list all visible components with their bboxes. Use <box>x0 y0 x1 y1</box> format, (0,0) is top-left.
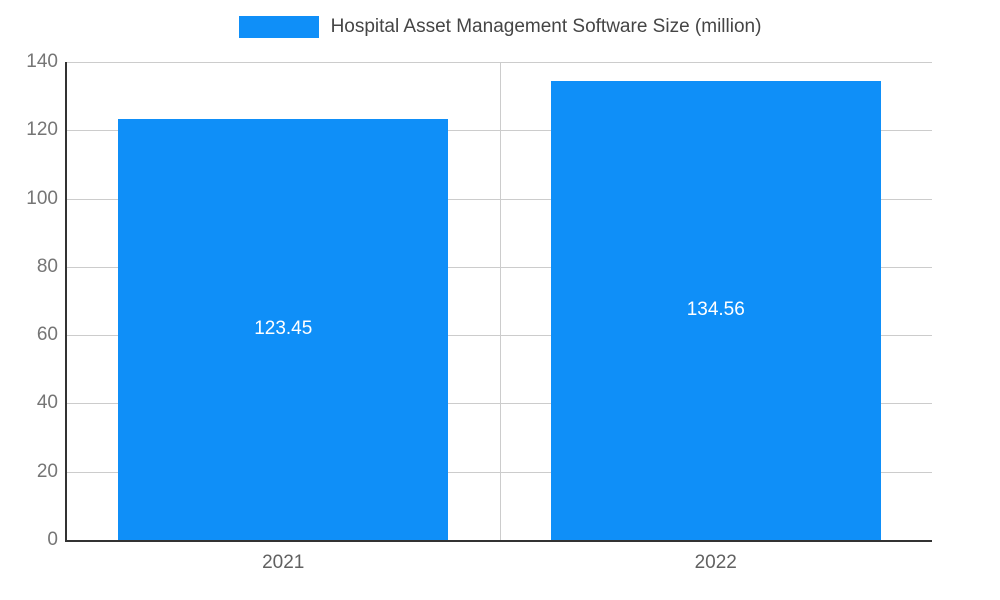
bar-value-label: 123.45 <box>254 318 313 340</box>
x-axis-labels: 2021 2022 <box>67 552 932 582</box>
bar-2022 <box>550 80 881 540</box>
plot-area: 123.45 134.56 <box>65 62 932 542</box>
y-tick-label: 0 <box>47 529 58 550</box>
chart-title: Hospital Asset Management Software Size … <box>330 16 762 37</box>
y-tick-label: 40 <box>36 392 58 414</box>
bar-2021 <box>118 118 449 540</box>
y-tick-label: 80 <box>36 255 58 277</box>
chart-legend: Hospital Asset Management Software Size … <box>0 16 1000 38</box>
bar-value-label: 134.56 <box>686 299 745 321</box>
y-axis-labels: 0 20 40 60 80 100 120 140 <box>0 51 58 550</box>
y-tick-label: 100 <box>26 187 58 209</box>
y-tick-label: 120 <box>26 119 58 141</box>
x-tick-label: 2021 <box>262 552 305 573</box>
vertical-gridline <box>499 62 501 540</box>
y-tick-label: 20 <box>36 460 58 482</box>
x-tick-label: 2022 <box>694 552 737 573</box>
legend-swatch <box>238 16 319 38</box>
y-tick-label: 140 <box>26 51 58 72</box>
y-tick-label: 60 <box>36 324 58 346</box>
